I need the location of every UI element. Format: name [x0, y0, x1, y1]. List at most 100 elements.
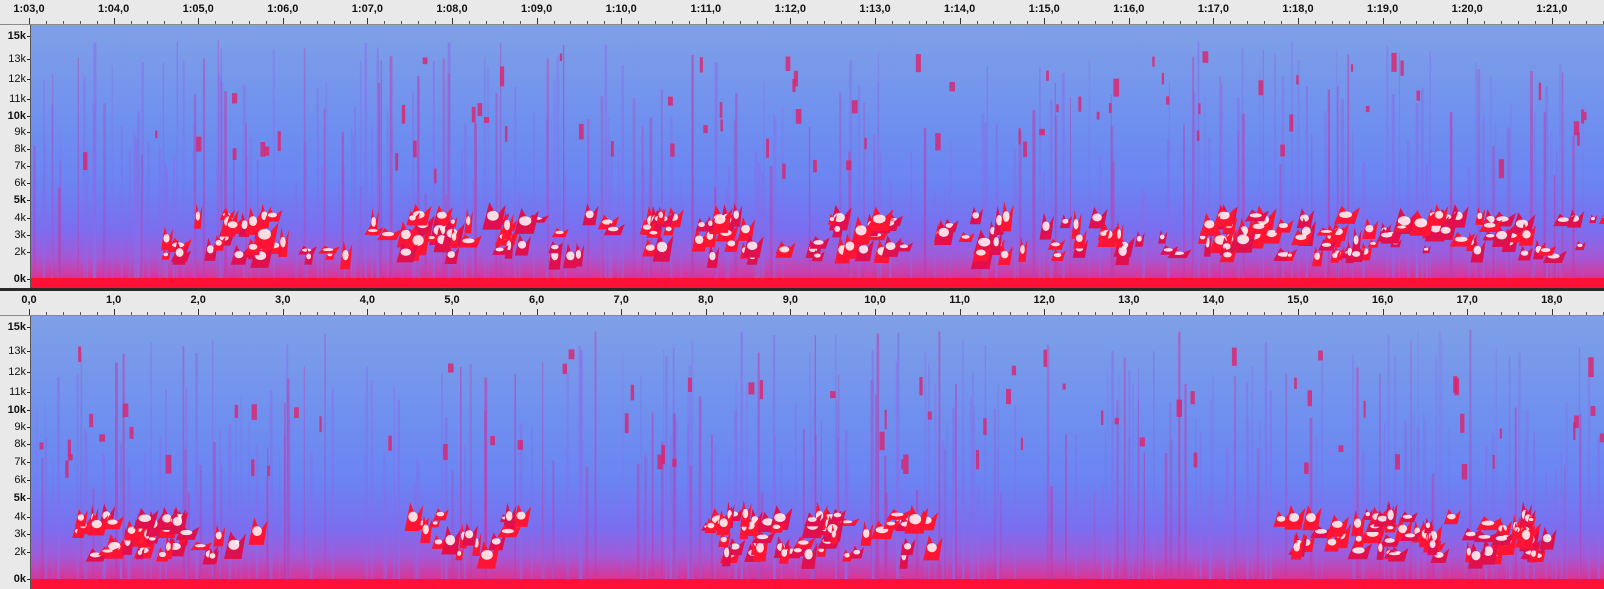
top-time-ruler[interactable]: 1:03,0 1:04,0 1:05,0 1:06,0 1:07,0 1:08,0 1:09… — [0, 0, 1604, 25]
noise-streak — [977, 485, 980, 589]
high-freq-mark — [759, 380, 764, 400]
noise-streak — [474, 122, 477, 288]
high-freq-mark — [1577, 132, 1580, 146]
noise-streak — [158, 144, 160, 288]
noise-streak — [1236, 98, 1240, 288]
high-freq-mark — [1453, 376, 1458, 393]
call-peak — [727, 240, 736, 247]
noise-streak — [566, 372, 569, 589]
noise-streak — [740, 331, 743, 589]
noise-streak — [103, 103, 106, 288]
noise-streak — [211, 339, 214, 589]
call-peak — [248, 216, 258, 227]
noise-streak — [735, 92, 738, 288]
noise-streak — [460, 367, 462, 589]
noise-streak — [1183, 124, 1185, 288]
frequency-label: 7k — [14, 159, 26, 172]
noise-streak — [1032, 109, 1036, 288]
ruler-tick-label: 13,0 — [1118, 294, 1140, 306]
call-peak — [215, 239, 222, 246]
call-peak — [138, 514, 152, 522]
noise-streak — [323, 108, 326, 288]
noise-streak — [969, 396, 973, 589]
call-peak — [1496, 216, 1509, 222]
high-freq-mark — [667, 96, 673, 106]
noise-streak — [757, 386, 760, 589]
call-peak — [733, 210, 739, 220]
call-peak — [158, 551, 167, 557]
noise-streak — [934, 383, 937, 589]
noise-streak — [1420, 87, 1424, 288]
call-peak — [412, 234, 424, 246]
noise-streak — [1016, 188, 1020, 288]
noise-streak — [1467, 166, 1471, 288]
ruler-tick-label: 1:06,0 — [267, 3, 299, 15]
noise-streak — [661, 89, 663, 288]
noise-streak — [1423, 414, 1425, 589]
call-peak — [575, 250, 582, 259]
noise-streak — [839, 92, 842, 288]
high-freq-mark — [935, 133, 941, 151]
noise-streak — [552, 492, 554, 589]
bottom-time-ruler[interactable]: 0,0 1,0 2,0 3,0 4,0 5,0 6,0 7,0 8,0 9,0 10,0 11,0 12… — [0, 291, 1604, 316]
high-freq-mark — [1588, 357, 1594, 378]
high-freq-mark — [1363, 400, 1366, 418]
noise-streak — [487, 67, 490, 288]
noise-streak — [1558, 63, 1562, 288]
frequency-label: 6k — [14, 176, 26, 189]
high-freq-mark — [699, 57, 703, 73]
noise-streak — [1341, 98, 1344, 288]
call-peak — [804, 548, 813, 560]
noise-streak — [984, 123, 988, 288]
high-freq-mark — [1350, 64, 1354, 72]
high-freq-mark — [1078, 96, 1082, 112]
call-peak — [555, 230, 564, 235]
bottom-spectrogram-track[interactable]: 15k 13k 12k 11k 10k 9k 8k 7k 6k 5k 4k 3k 2k 0k — [0, 316, 1604, 589]
noise-streak — [1013, 147, 1017, 288]
bottom-spectrogram[interactable] — [31, 316, 1604, 589]
noise-streak — [1525, 409, 1529, 589]
noise-streak — [141, 61, 144, 288]
ruler-tick-label: 2,0 — [190, 294, 206, 306]
call-peak — [772, 524, 781, 530]
call-peak — [1306, 513, 1316, 523]
noise-streak — [1251, 365, 1254, 589]
top-spectrogram[interactable] — [31, 25, 1604, 288]
noise-streak — [447, 73, 451, 288]
call-peak — [1051, 242, 1060, 247]
noise-streak — [1055, 115, 1058, 288]
noise-streak — [1509, 103, 1513, 288]
noise-streak — [1482, 116, 1485, 288]
call-peak — [1331, 520, 1343, 528]
call-peak — [834, 225, 841, 232]
noise-streak — [86, 178, 88, 288]
call-peak — [642, 224, 652, 230]
noise-streak — [289, 419, 291, 589]
high-freq-mark — [1056, 104, 1059, 113]
noise-streak — [1110, 94, 1112, 288]
noise-streak — [1128, 371, 1131, 589]
noise-streak — [114, 362, 118, 589]
noise-streak — [1506, 126, 1509, 288]
noise-streak — [194, 97, 197, 288]
noise-streak — [92, 488, 95, 589]
noise-streak — [220, 48, 223, 288]
noise-streak — [472, 179, 475, 288]
noise-streak — [848, 151, 852, 288]
noise-streak — [120, 125, 123, 288]
top-spectrogram-track[interactable]: 15k 13k 12k 11k 10k 9k 8k 7k 6k 5k 4k 3k 2k 0k — [0, 25, 1604, 288]
noise-streak — [984, 345, 987, 589]
ruler-tick-label: 11,0 — [949, 294, 970, 306]
call-peak — [793, 548, 802, 553]
noise-streak — [600, 96, 604, 288]
noise-streak — [286, 344, 289, 589]
high-freq-mark — [785, 56, 791, 71]
high-freq-mark — [129, 426, 134, 439]
high-freq-mark — [1101, 410, 1104, 425]
noise-streak — [215, 160, 218, 288]
call-peak — [1471, 550, 1481, 561]
low-freq-band — [31, 579, 1604, 589]
noise-streak — [1208, 137, 1211, 288]
noise-streak — [1435, 354, 1438, 589]
high-freq-mark — [687, 377, 692, 392]
